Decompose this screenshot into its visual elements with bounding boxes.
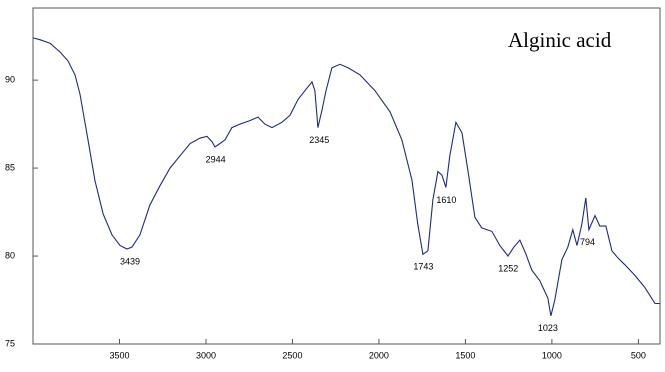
x-tick-label: 2500 xyxy=(282,350,302,360)
peak-label: 1252 xyxy=(498,263,518,273)
x-tick-label: 3500 xyxy=(109,350,129,360)
peak-label: 1023 xyxy=(538,323,558,333)
peak-label: 3439 xyxy=(120,256,140,266)
x-tick-label: 500 xyxy=(631,350,646,360)
x-tick-label: 1000 xyxy=(542,350,562,360)
spectrum-line xyxy=(32,37,660,317)
peak-label: 794 xyxy=(580,237,595,247)
y-tick-label: 80 xyxy=(5,250,15,260)
chart-title: Alginic acid xyxy=(508,28,612,52)
peak-label: 1743 xyxy=(413,262,433,272)
x-tick-label: 1500 xyxy=(455,350,475,360)
x-tick-label: 2000 xyxy=(369,350,389,360)
plot-frame xyxy=(32,7,661,345)
peak-label: 2944 xyxy=(206,154,226,164)
peak-label: 2345 xyxy=(309,135,329,145)
y-tick-label: 85 xyxy=(5,162,15,172)
peak-label: 1610 xyxy=(436,195,456,205)
y-tick-label: 75 xyxy=(5,338,15,348)
x-tick-label: 3000 xyxy=(196,350,216,360)
y-tick-label: 90 xyxy=(5,75,15,85)
